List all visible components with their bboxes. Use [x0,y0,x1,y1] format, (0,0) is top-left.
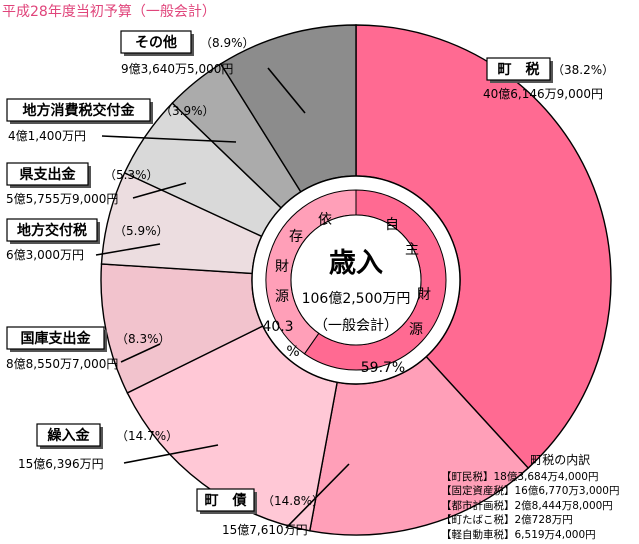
slice-label: 町 債 [205,492,247,509]
page-title: 平成28年度当初予算（一般会計） [2,4,216,20]
label-box [486,57,551,81]
leader-line [285,463,350,529]
slice-label: 町 税 [498,61,540,78]
slice-label: 地方交付税 [17,222,87,239]
leader-line [95,243,161,256]
label-box [36,423,101,447]
label-box [196,488,255,512]
center-note: （一般会計） [314,318,398,334]
slice-amount: 40億6,146万9,000円 [483,87,603,101]
slice-percent: （5.3%） [104,168,159,182]
breakdown-row: 【軽自動車税】6,519万4,000円 [441,528,596,541]
breakdown-title: 町税の内訳 [530,453,591,467]
label-box [120,30,192,54]
slice-label: 県支出金 [20,166,77,183]
slice-amount: 5億5,755万9,000円 [6,192,118,206]
slice-amount: 9億3,640万5,000円 [121,62,233,76]
center-title: 歳入 [329,248,383,279]
slice-amount: 8億8,550万7,000円 [6,357,118,371]
leader-line [120,343,161,363]
slice-amount: 15億7,610万円 [222,523,308,537]
slice-percent: （5.9%） [114,224,169,238]
inner-ring-percent: % [286,344,299,360]
leader-line [132,182,187,199]
label-box [6,98,151,122]
inner-ring-label-char: 依 [318,212,332,228]
inner-ring-label-char: 自 [385,217,399,233]
inner-ring-percent: 40.3 [262,319,293,335]
leader-line [101,135,237,143]
leader-line [267,67,306,114]
breakdown-row: 【固定資産税】16億6,770万3,000円 [441,485,620,498]
label-box [6,162,89,186]
breakdown-row: 【都市計画税】2億8,444万8,000円 [441,499,613,512]
slice-label: 繰入金 [48,427,91,444]
slice-label: 地方消費税交付金 [23,102,136,119]
slice-label: 国庫支出金 [21,330,92,347]
slice-label: その他 [135,34,177,51]
center-total: 106億2,500万円 [302,291,411,307]
breakdown-row: 【町たばこ税】2億728万円 [441,514,573,527]
slice-percent: （14.7%） [116,429,178,443]
inner-ring-percent: 59.7% [361,360,405,376]
slice-percent: （8.9%） [200,36,255,50]
breakdown-row: 【町民税】18億3,684万4,000円 [441,470,599,483]
slice-percent: （14.8%） [262,494,324,508]
inner-ring-label-char: 存 [289,229,303,245]
slice-percent: （38.2%） [552,63,614,77]
label-box [6,326,105,350]
town-tax-breakdown: 町税の内訳 【町民税】18億3,684万4,000円 【固定資産税】16億6,7… [441,453,619,543]
slice-amount: 4億1,400万円 [8,129,86,143]
inner-ring-label-char: 財 [275,259,289,275]
inner-ring-label-char: 源 [275,289,289,305]
slice-percent: （8.3%） [116,332,171,346]
inner-ring-label-char: 財 [417,287,431,303]
slice-amount: 15億6,396万円 [18,457,104,471]
label-box [6,218,98,242]
inner-ring-label-char: 主 [405,242,419,258]
slice-amount: 6億3,000万円 [6,248,84,262]
leader-line [123,444,219,464]
center-circle [290,214,422,346]
slice-percent: （3.9%） [160,104,215,118]
inner-ring-label-char: 源 [409,322,423,338]
